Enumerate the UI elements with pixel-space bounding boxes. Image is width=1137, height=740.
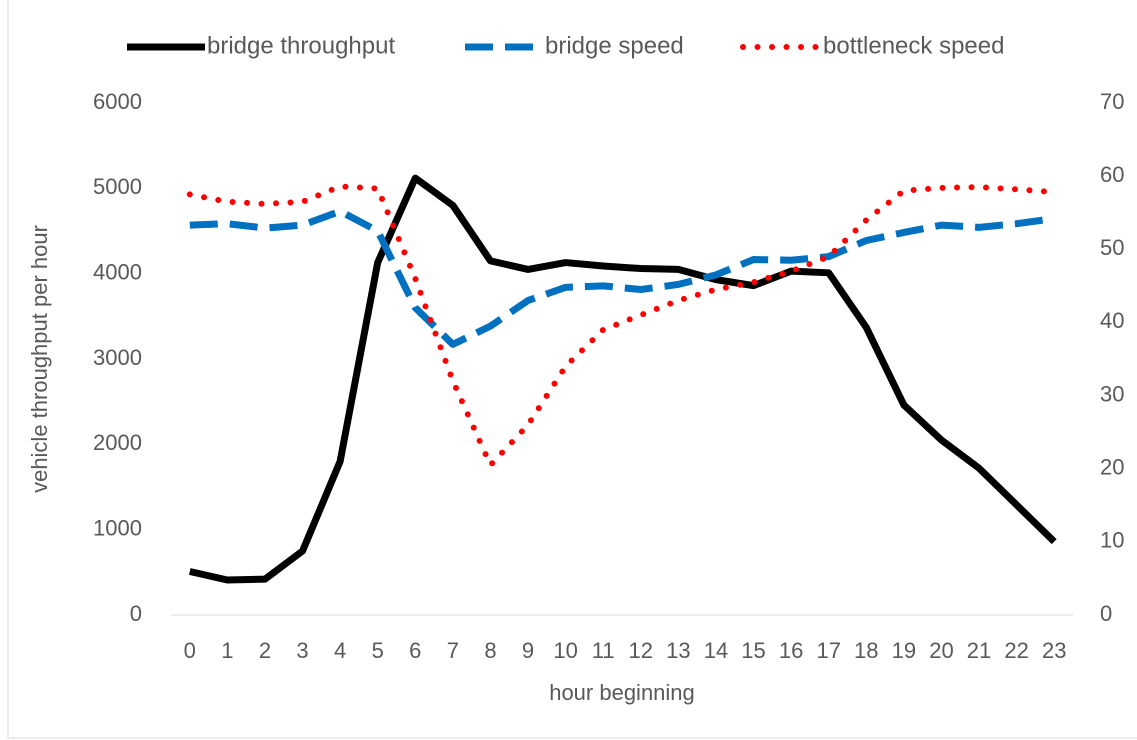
y2-tick-label: 10 (1100, 528, 1124, 553)
series-line (189, 207, 1055, 348)
x-tick-label: 23 (1042, 638, 1066, 663)
y-axis-label: vehicle throughput per hour (27, 225, 52, 493)
x-tick-label: 2 (259, 638, 271, 663)
x-tick-label: 20 (929, 638, 953, 663)
y-tick-label: 0 (130, 601, 142, 626)
y2-tick-label: 0 (1100, 601, 1112, 626)
x-tick-label: 17 (816, 638, 840, 663)
x-tick-label: 13 (666, 638, 690, 663)
x-tick-label: 19 (892, 638, 916, 663)
y2-tick-label: 40 (1100, 308, 1124, 333)
y2-tick-label: 50 (1100, 235, 1124, 260)
x-tick-label: 5 (372, 638, 384, 663)
y-tick-label: 4000 (93, 259, 142, 284)
y-tick-label: 1000 (93, 515, 142, 540)
x-tick-label: 8 (484, 638, 496, 663)
y2-tick-label: 30 (1100, 381, 1124, 406)
x-tick-label: 10 (553, 638, 577, 663)
x-tick-label: 6 (409, 638, 421, 663)
x-tick-label: 1 (221, 638, 233, 663)
y-tick-label: 5000 (93, 174, 142, 199)
x-tick-label: 11 (592, 638, 615, 663)
x-tick-label: 4 (334, 638, 346, 663)
legend-label: bridge speed (545, 32, 684, 59)
y2-tick-label: 20 (1100, 455, 1124, 480)
x-tick-label: 15 (741, 638, 765, 663)
series-line (186, 183, 1058, 469)
x-tick-label: 18 (854, 638, 878, 663)
x-tick-label: 0 (184, 638, 196, 663)
series-line (189, 174, 1057, 584)
y2-tick-label: 60 (1100, 162, 1124, 187)
x-tick-label: 7 (447, 638, 459, 663)
x-tick-label: 3 (296, 638, 308, 663)
y-tick-label: 3000 (93, 345, 142, 370)
legend-label: bottleneck speed (823, 32, 1004, 59)
y-tick-label: 2000 (93, 430, 142, 455)
x-tick-label: 9 (522, 638, 534, 663)
y2-tick-label: 70 (1100, 89, 1124, 114)
x-tick-label: 22 (1004, 638, 1028, 663)
x-tick-label: 14 (704, 638, 728, 663)
x-axis-label: hour beginning (549, 680, 695, 705)
legend-label: bridge throughput (207, 32, 395, 59)
x-tick-label: 12 (629, 638, 653, 663)
x-tick-label: 21 (967, 638, 991, 663)
x-tick-label: 16 (779, 638, 803, 663)
y-tick-label: 6000 (93, 89, 142, 114)
